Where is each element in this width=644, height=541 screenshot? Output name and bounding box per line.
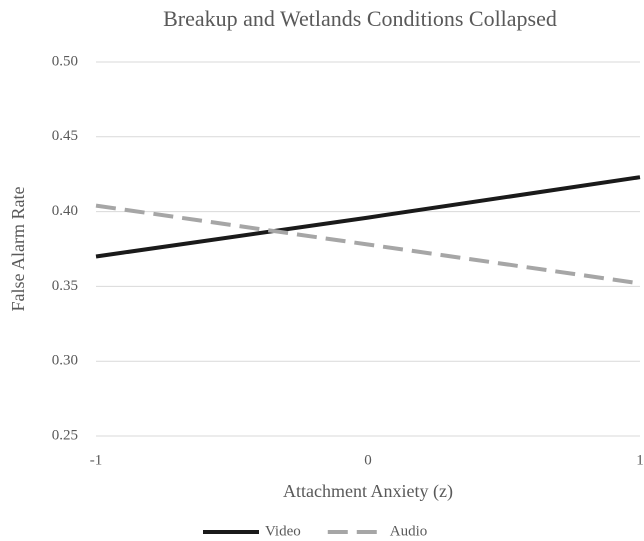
x-tick-label: 0 <box>364 452 372 468</box>
y-tick-label: 0.25 <box>52 427 78 443</box>
y-axis-label: False Alarm Rate <box>8 187 28 312</box>
legend-label: Audio <box>390 523 428 539</box>
y-tick-label: 0.35 <box>52 278 78 294</box>
legend-label: Video <box>265 523 301 539</box>
y-tick-label: 0.50 <box>52 53 78 69</box>
y-tick-label: 0.40 <box>52 203 78 219</box>
series-line <box>95 203 641 286</box>
series-line <box>95 175 641 259</box>
x-axis-label: Attachment Anxiety (z) <box>283 481 453 502</box>
chart-title: Breakup and Wetlands Conditions Collapse… <box>163 6 557 31</box>
y-tick-label: 0.30 <box>52 353 78 369</box>
x-tick-label: -1 <box>90 452 103 468</box>
y-tick-label: 0.45 <box>52 128 78 144</box>
x-tick-label: 1 <box>636 452 644 468</box>
